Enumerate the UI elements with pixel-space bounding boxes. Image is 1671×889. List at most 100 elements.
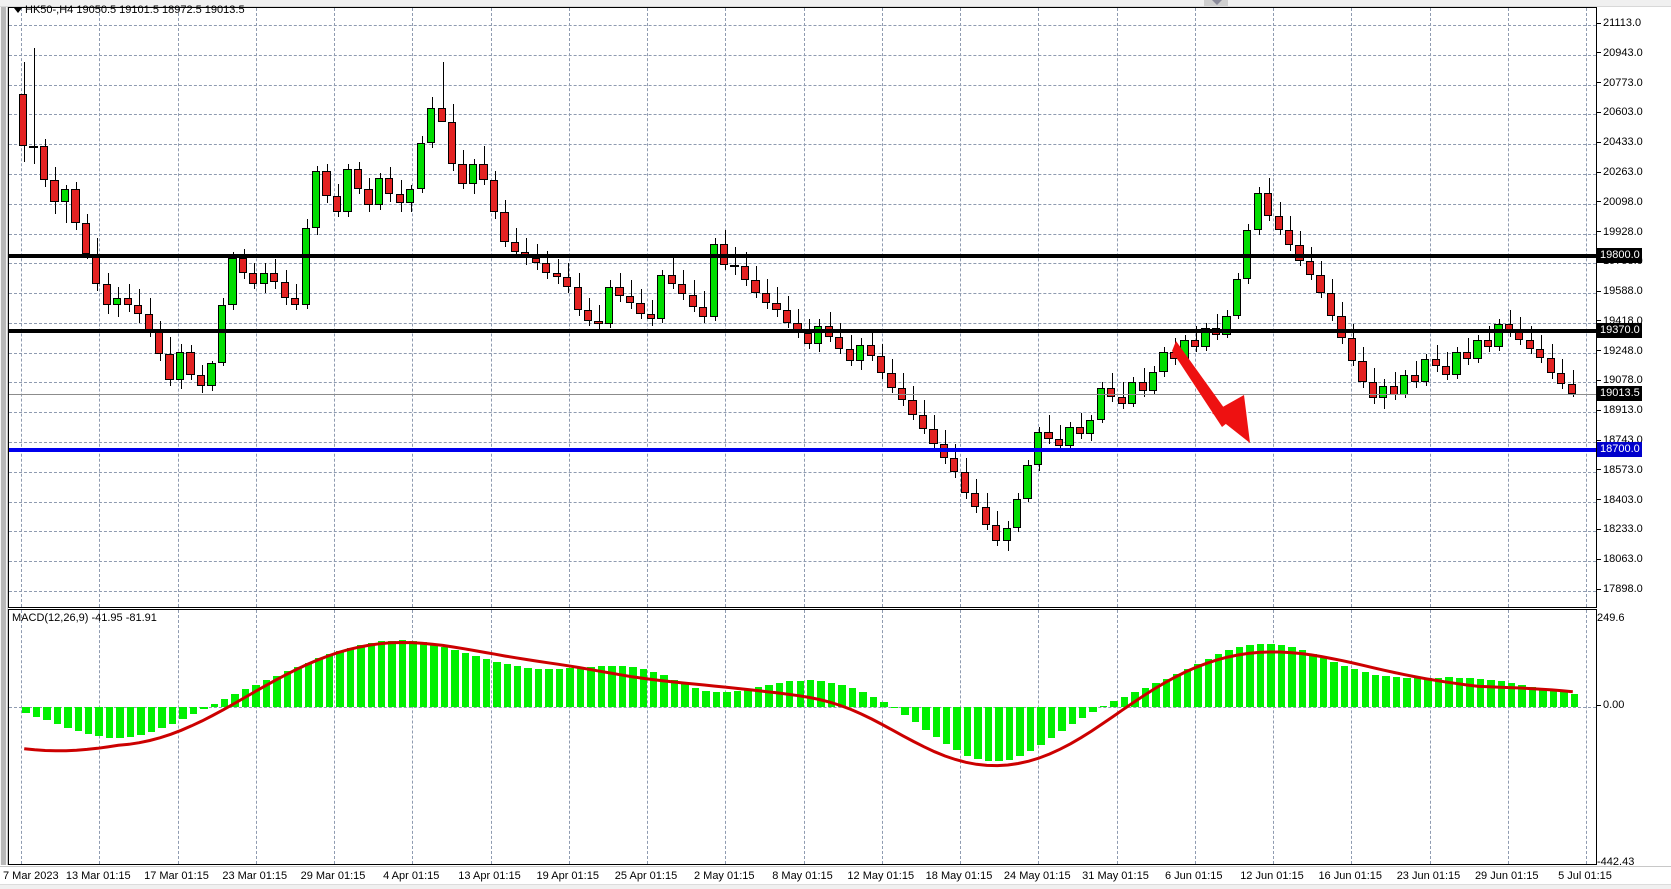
macd-histogram-bar [712, 691, 721, 707]
macd-histogram-bar [1518, 684, 1526, 707]
candle-body [636, 303, 645, 314]
macd-histogram-bar [252, 684, 260, 707]
candle-body [1337, 315, 1346, 339]
candle-body [1316, 275, 1325, 293]
candle-body [1107, 387, 1116, 397]
candle-body [364, 188, 373, 206]
date-axis-tick: 12 May 01:15 [847, 870, 915, 882]
macd-axis-tick: 0.00 [1597, 699, 1671, 711]
macd-histogram-bar [325, 654, 334, 707]
horizontal-scrollbar[interactable] [0, 0, 1671, 7]
candle-body [50, 179, 59, 202]
macd-histogram-bar [1037, 706, 1045, 745]
candle-body [447, 121, 457, 164]
macd-histogram-bar [1256, 643, 1265, 707]
candle-body [887, 373, 896, 388]
macd-histogram-bar [1267, 643, 1275, 707]
macd-histogram-bar [1194, 663, 1202, 707]
macd-histogram-bar [963, 706, 972, 756]
macd-histogram-bar [1047, 706, 1056, 739]
candle-body [427, 107, 436, 143]
candle-body [1264, 192, 1273, 216]
price-chart-panel[interactable] [8, 7, 1597, 608]
macd-histogram-bar [942, 706, 951, 745]
scrollbar-thumb-vertical[interactable] [1, 7, 6, 865]
price-plot-area[interactable] [9, 8, 1596, 607]
macd-histogram-bar [911, 706, 920, 723]
macd-histogram-bar [1058, 706, 1066, 732]
chevron-down-icon[interactable] [14, 7, 22, 13]
candle-body [81, 222, 91, 255]
candle-wick [672, 257, 674, 290]
price-axis-tick: 19078.0 [1597, 375, 1671, 386]
candle-body [709, 243, 718, 318]
candle-body [510, 241, 519, 253]
candle-body [761, 292, 771, 304]
price-axis[interactable]: 21113.0 20943.0 20773.0 20603.0 20433.0 20263… [1597, 7, 1671, 608]
macd-histogram-bar [681, 684, 689, 707]
macd-indicator-panel[interactable]: MACD(12,26,9) -41.95 -81.91 [8, 609, 1597, 865]
macd-histogram-bar [461, 652, 470, 707]
macd-histogram-bar [869, 696, 878, 707]
candle-wick [1467, 338, 1469, 365]
price-level-tag[interactable]: 19370.0 [1597, 323, 1642, 339]
candle-body [259, 273, 268, 284]
candle-body [1075, 426, 1085, 434]
price-axis-tick: 20433.0 [1597, 137, 1671, 148]
candle-body [835, 336, 844, 349]
candle-wick [557, 259, 559, 284]
macd-axis[interactable]: 249.6 0.00 -442.43 [1597, 609, 1671, 868]
candle-wick [777, 287, 779, 318]
candle-body [1232, 278, 1241, 316]
price-level-line[interactable] [9, 394, 1596, 396]
gridline-horizontal [9, 233, 1596, 235]
macd-histogram-bar [660, 675, 668, 707]
candle-wick [1080, 412, 1082, 440]
candle-body [1169, 352, 1179, 360]
gridline-vertical [1507, 8, 1509, 607]
price-level-tag[interactable]: 19013.5 [1597, 386, 1642, 402]
price-level-line[interactable] [9, 447, 1596, 452]
candle-body [1421, 359, 1430, 383]
macd-histogram-bar [32, 706, 41, 717]
date-axis-tick: 31 May 01:15 [1082, 870, 1149, 882]
date-axis[interactable]: 7 Mar 2023 13 Mar 01:15 17 Mar 01:15 23 Mar… [0, 866, 1671, 889]
chevron-down-icon[interactable] [1212, 0, 1222, 5]
candle-wick [1436, 345, 1438, 372]
price-level-tag[interactable]: 18700.0 [1597, 441, 1642, 457]
macd-histogram-bar [168, 706, 177, 725]
macd-histogram-bar [346, 647, 355, 707]
candle-body [1536, 348, 1545, 358]
price-level-line[interactable] [9, 329, 1596, 334]
macd-histogram-bar [618, 666, 627, 707]
candle-body [1347, 338, 1357, 362]
macd-histogram-bar [1476, 678, 1485, 707]
candle-body [1441, 366, 1451, 376]
candle-body [468, 163, 478, 184]
date-axis-tick: 18 May 01:15 [925, 870, 993, 882]
candle-wick [34, 48, 36, 164]
candle-wick [1488, 326, 1490, 353]
price-level-line[interactable] [9, 253, 1596, 258]
candle-body [625, 296, 635, 304]
price-axis-tick: 18063.0 [1597, 554, 1671, 565]
price-level-tag[interactable]: 19800.0 [1597, 247, 1642, 263]
gridline-vertical [334, 8, 335, 607]
macd-signal-line [24, 640, 1573, 768]
price-axis-tick: 17898.0 [1597, 584, 1671, 595]
vertical-scrollbar[interactable] [0, 7, 8, 865]
macd-histogram-bar [1466, 677, 1474, 707]
price-axis-tick: 18233.0 [1597, 524, 1671, 535]
macd-plot-area[interactable] [9, 610, 1596, 864]
price-axis-tick: 18403.0 [1597, 494, 1671, 506]
macd-histogram-bar [650, 671, 658, 707]
candle-body [803, 333, 812, 344]
gridline-vertical [412, 8, 414, 607]
macd-histogram-bar [262, 680, 271, 707]
date-axis-tick: 6 Jun 01:15 [1165, 870, 1223, 882]
gridline-vertical [568, 8, 570, 607]
macd-histogram-bar [1225, 650, 1233, 707]
candle-wick [526, 238, 528, 265]
macd-histogram-bar [1089, 706, 1097, 712]
